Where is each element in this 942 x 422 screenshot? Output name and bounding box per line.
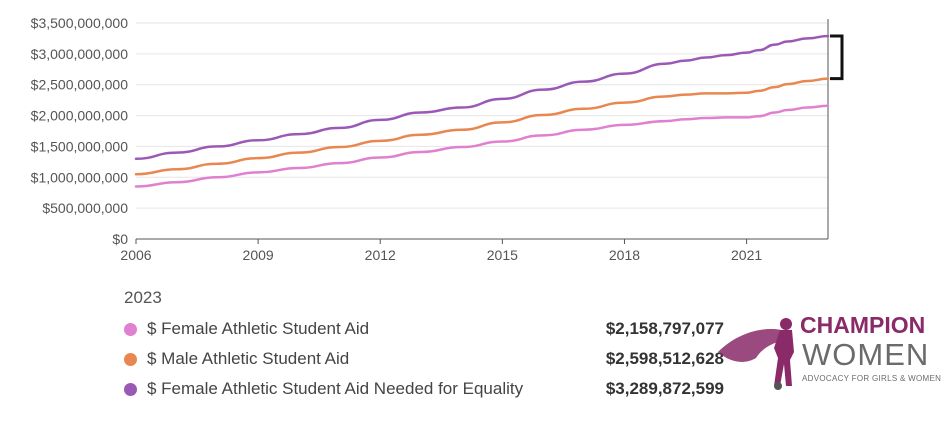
- logo-title: CHAMPION: [800, 312, 926, 338]
- legend-label: $ Female Athletic Student Aid: [147, 319, 370, 338]
- y-tick-label: $1,000,000,000: [31, 169, 129, 185]
- logo-tagline: ADVOCACY FOR GIRLS & WOMEN IN SPORTS: [802, 374, 942, 383]
- legend-label: $ Male Athletic Student Aid: [147, 349, 350, 368]
- legend-value: $2,158,797,077: [605, 319, 724, 338]
- x-axis-ticks: 2006 2009 2012 2015 2018 2021: [120, 239, 762, 263]
- line-chart: $0 $500,000,000 $1,000,000,000 $1,500,000,0…: [31, 15, 844, 263]
- series-line-1: [134, 77, 830, 176]
- series-lines: [134, 34, 830, 188]
- grid-lines: [136, 22, 828, 209]
- series-line-0: [134, 104, 830, 188]
- y-tick-label: $3,000,000,000: [31, 46, 129, 62]
- legend: 2023 $ Female Athletic Student Aid $2,15…: [124, 288, 724, 404]
- legend-item-female-aid: $ Female Athletic Student Aid $2,158,797…: [124, 314, 724, 344]
- legend-dot: [124, 352, 137, 366]
- legend-label: $ Female Athletic Student Aid Needed for…: [147, 379, 524, 398]
- x-tick-label: 2006: [120, 247, 151, 263]
- gap-bracket: [830, 34, 844, 81]
- legend-dot: [124, 382, 137, 396]
- legend-item-equality-aid: $ Female Athletic Student Aid Needed for…: [124, 374, 724, 404]
- y-tick-label: $0: [112, 231, 128, 247]
- y-tick-label: $500,000,000: [42, 200, 128, 216]
- superhero-silhouette-icon: [718, 318, 794, 390]
- x-tick-label: 2015: [487, 247, 518, 263]
- x-tick-label: 2009: [243, 247, 274, 263]
- x-tick-label: 2021: [731, 247, 762, 263]
- logo-subtitle: WOMEN: [802, 337, 930, 372]
- y-tick-label: $1,500,000,000: [31, 138, 129, 154]
- y-tick-label: $3,500,000,000: [31, 15, 129, 31]
- y-tick-label: $2,000,000,000: [31, 108, 129, 124]
- y-axis-ticks: $0 $500,000,000 $1,000,000,000 $1,500,000,0…: [31, 15, 129, 247]
- y-tick-label: $2,500,000,000: [31, 77, 129, 93]
- series-line-2: [134, 34, 830, 161]
- legend-value: $2,598,512,628: [605, 349, 724, 368]
- legend-year: 2023: [124, 288, 162, 307]
- x-tick-label: 2018: [609, 247, 640, 263]
- legend-dot: [124, 322, 137, 336]
- legend-item-male-aid: $ Male Athletic Student Aid $2,598,512,6…: [124, 344, 724, 374]
- x-tick-label: 2012: [365, 247, 396, 263]
- legend-value: $3,289,872,599: [605, 379, 724, 398]
- champion-women-logo: CHAMPION WOMEN ADVOCACY FOR GIRLS & WOME…: [716, 312, 942, 392]
